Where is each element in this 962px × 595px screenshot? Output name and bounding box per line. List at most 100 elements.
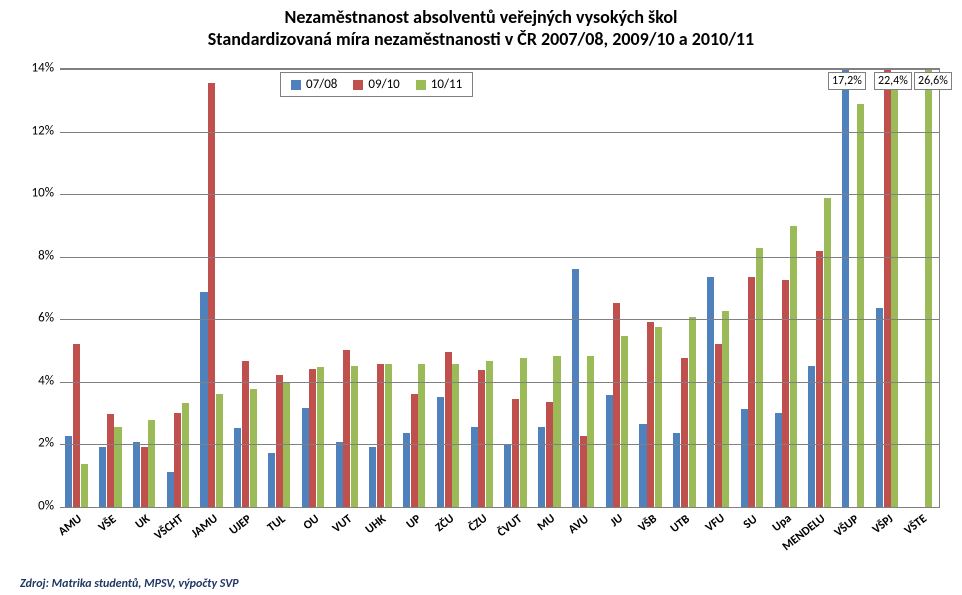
bar bbox=[351, 366, 358, 508]
bar bbox=[478, 370, 485, 508]
bar bbox=[842, 70, 849, 508]
bar bbox=[647, 322, 654, 508]
bar bbox=[520, 358, 527, 508]
bar bbox=[808, 366, 815, 508]
x-tick-label: VFU bbox=[703, 512, 728, 536]
bar bbox=[250, 389, 257, 508]
bar bbox=[385, 364, 392, 508]
bar bbox=[81, 464, 88, 508]
grid-line bbox=[60, 194, 939, 195]
bar bbox=[369, 447, 376, 508]
bar bbox=[234, 428, 241, 508]
x-tick-label: ČVUT bbox=[495, 512, 525, 540]
x-tick-label: ZČU bbox=[433, 512, 457, 535]
y-tick-label: 12% bbox=[6, 123, 54, 138]
bar bbox=[73, 344, 80, 508]
bar bbox=[268, 453, 275, 508]
bar bbox=[681, 358, 688, 508]
x-tick-label: UK bbox=[133, 512, 153, 532]
bar bbox=[471, 427, 478, 508]
bar bbox=[587, 356, 594, 508]
bar bbox=[452, 364, 459, 508]
y-tick-label: 14% bbox=[6, 61, 54, 76]
title-line-1: Nezaměstnanost absolventů veřejných vyso… bbox=[285, 6, 678, 28]
bar bbox=[174, 413, 181, 508]
x-tick-label: VŠE bbox=[96, 512, 119, 534]
x-tick-label: VŠPJ bbox=[870, 512, 896, 537]
chart-title: Nezaměstnanost absolventů veřejných vyso… bbox=[0, 6, 962, 50]
bar bbox=[775, 413, 782, 508]
x-tick-label: UTB bbox=[668, 512, 693, 536]
x-tick-label: VŠUP bbox=[832, 512, 862, 540]
overflow-value-label: 17,2% bbox=[828, 72, 866, 90]
grid-line bbox=[60, 132, 939, 133]
x-tick-label: UHK bbox=[363, 512, 389, 537]
bars-layer bbox=[60, 69, 939, 508]
y-tick-label: 8% bbox=[6, 248, 54, 263]
legend-swatch bbox=[291, 80, 301, 90]
grid-line bbox=[60, 257, 939, 258]
bar bbox=[613, 303, 620, 508]
legend-item: 07/08 bbox=[291, 77, 337, 92]
bar bbox=[437, 397, 444, 508]
bar bbox=[782, 280, 789, 508]
x-tick-label: VŠCHT bbox=[152, 512, 186, 543]
bar bbox=[538, 427, 545, 508]
legend: 07/0809/1010/11 bbox=[280, 72, 473, 97]
overflow-value-label: 26,6% bbox=[914, 72, 952, 90]
overflow-value-label: 22,4% bbox=[874, 72, 912, 90]
bar bbox=[748, 277, 755, 509]
bar bbox=[580, 436, 587, 508]
bar bbox=[182, 403, 189, 508]
bar bbox=[377, 364, 384, 508]
bar bbox=[884, 70, 891, 508]
bar bbox=[816, 251, 823, 508]
bar bbox=[343, 350, 350, 508]
x-tick-label: Upa bbox=[770, 512, 795, 535]
x-tick-label: TUL bbox=[265, 512, 288, 535]
bar bbox=[276, 375, 283, 508]
bar bbox=[486, 361, 493, 508]
bar bbox=[756, 248, 763, 508]
bar bbox=[445, 352, 452, 508]
y-tick-label: 2% bbox=[6, 436, 54, 451]
bar bbox=[546, 402, 553, 508]
bar bbox=[606, 395, 613, 508]
bar bbox=[876, 308, 883, 508]
x-tick-label: JU bbox=[608, 512, 626, 530]
bar bbox=[141, 447, 148, 508]
bar bbox=[715, 344, 722, 508]
x-tick-label: UP bbox=[404, 512, 424, 532]
x-tick-label: VŠTE bbox=[902, 512, 930, 538]
bar bbox=[411, 394, 418, 508]
bar bbox=[107, 414, 114, 508]
legend-swatch bbox=[416, 80, 426, 90]
grid-line bbox=[60, 319, 939, 320]
grid-line bbox=[60, 69, 939, 70]
bar bbox=[148, 420, 155, 508]
legend-label: 07/08 bbox=[306, 77, 337, 92]
x-tick-label: SU bbox=[741, 512, 760, 531]
legend-item: 09/10 bbox=[353, 77, 399, 92]
grid-line bbox=[60, 444, 939, 445]
x-tick-label: VŠB bbox=[636, 512, 660, 535]
bar bbox=[216, 394, 223, 508]
bar bbox=[621, 336, 628, 508]
bar bbox=[317, 367, 324, 508]
y-tick-label: 10% bbox=[6, 186, 54, 201]
bar bbox=[309, 369, 316, 508]
bar bbox=[722, 311, 729, 508]
y-tick-label: 4% bbox=[6, 373, 54, 388]
x-tick-label: AMU bbox=[56, 512, 85, 539]
x-tick-label: OU bbox=[301, 512, 322, 533]
y-tick-label: 6% bbox=[6, 311, 54, 326]
bar bbox=[242, 361, 249, 508]
bar bbox=[504, 444, 511, 508]
bar bbox=[167, 472, 174, 508]
bar bbox=[553, 356, 560, 508]
bar bbox=[857, 104, 864, 508]
bar bbox=[572, 269, 579, 508]
bar bbox=[283, 383, 290, 508]
plot-area bbox=[60, 68, 940, 508]
bar bbox=[418, 364, 425, 508]
